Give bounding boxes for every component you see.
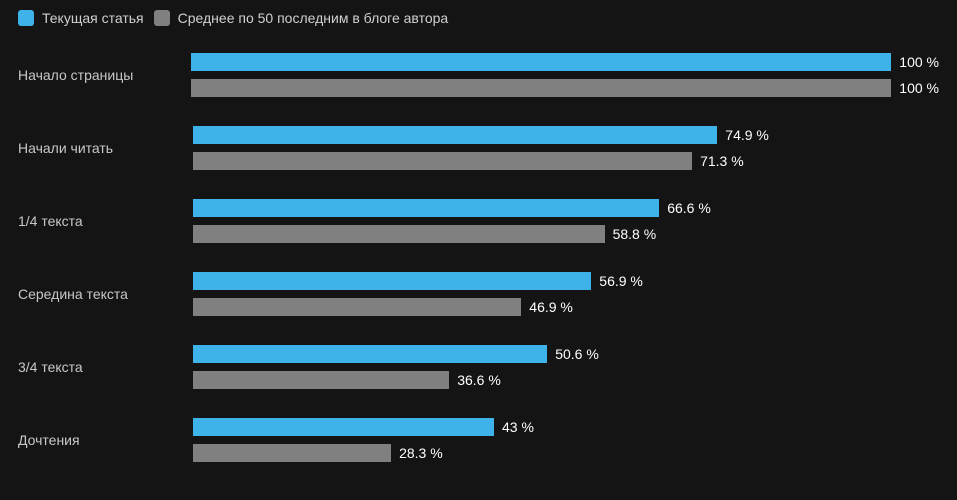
legend-swatch-average [154,10,170,26]
bar-line: 28.3 % [193,444,939,462]
bar-line: 100 % [191,79,939,97]
bar-value-label: 71.3 % [700,153,744,169]
legend-item-average: Среднее по 50 последним в блоге автора [154,10,449,26]
bar-average [193,371,449,389]
row-label: 1/4 текста [18,213,193,229]
bar-value-label: 50.6 % [555,346,599,362]
bar-line: 56.9 % [193,272,939,290]
bar-value-label: 56.9 % [599,273,643,289]
chart-row: Начало страницы 100 % 100 % [18,38,939,111]
row-label: Дочтения [18,432,193,448]
row-bars: 74.9 % 71.3 % [193,126,939,170]
chart-row: Начали читать 74.9 % 71.3 % [18,111,939,184]
row-bars: 66.6 % 58.8 % [193,199,939,243]
bar-current [193,418,494,436]
bar-line: 36.6 % [193,371,939,389]
legend-label-current: Текущая статья [42,10,144,26]
bar-average [193,298,521,316]
bar-value-label: 100 % [899,54,939,70]
row-label: Начали читать [18,140,193,156]
bar-line: 74.9 % [193,126,939,144]
bar-current [193,199,659,217]
bar-value-label: 58.8 % [613,226,657,242]
bar-line: 58.8 % [193,225,939,243]
bar-line: 71.3 % [193,152,939,170]
bar-value-label: 43 % [502,419,534,435]
bar-line: 100 % [191,53,939,71]
bar-current [191,53,891,71]
legend-item-current: Текущая статья [18,10,144,26]
chart-row: Середина текста 56.9 % 46.9 % [18,257,939,330]
bar-line: 46.9 % [193,298,939,316]
row-bars: 100 % 100 % [191,53,939,97]
chart-row: Дочтения 43 % 28.3 % [18,403,939,476]
bar-value-label: 36.6 % [457,372,501,388]
bar-value-label: 100 % [899,80,939,96]
bar-average [191,79,891,97]
bar-line: 50.6 % [193,345,939,363]
row-bars: 56.9 % 46.9 % [193,272,939,316]
bar-value-label: 74.9 % [725,127,769,143]
bar-line: 66.6 % [193,199,939,217]
bar-value-label: 66.6 % [667,200,711,216]
row-label: Середина текста [18,286,193,302]
bar-average [193,444,391,462]
bar-average [193,225,605,243]
bar-value-label: 46.9 % [529,299,573,315]
legend-label-average: Среднее по 50 последним в блоге автора [178,10,449,26]
bar-average [193,152,692,170]
bar-line: 43 % [193,418,939,436]
bar-current [193,345,547,363]
chart-legend: Текущая статья Среднее по 50 последним в… [0,0,957,34]
legend-swatch-current [18,10,34,26]
chart-row: 1/4 текста 66.6 % 58.8 % [18,184,939,257]
row-label: 3/4 текста [18,359,193,375]
row-label: Начало страницы [18,67,191,83]
reading-progress-chart: Начало страницы100 %100 %Начали читать74… [0,34,957,476]
chart-row: 3/4 текста 50.6 % 36.6 % [18,330,939,403]
bar-current [193,126,717,144]
row-bars: 43 % 28.3 % [193,418,939,462]
bar-value-label: 28.3 % [399,445,443,461]
bar-current [193,272,591,290]
row-bars: 50.6 % 36.6 % [193,345,939,389]
